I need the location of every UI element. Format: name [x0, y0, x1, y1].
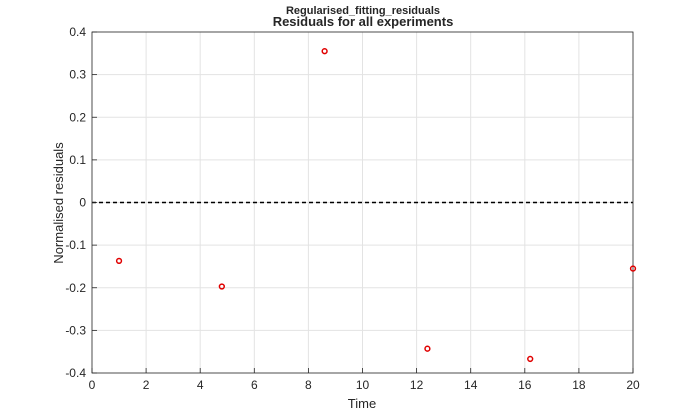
y-tick-label: 0.3	[69, 68, 86, 82]
x-tick-label: 12	[410, 378, 424, 392]
x-axis-ticks: 0 2 4 6 8 10 12 14 16 18 20	[89, 368, 640, 392]
x-tick-label: 20	[626, 378, 640, 392]
y-tick-label: 0.1	[69, 153, 86, 167]
y-axis-ticks: 0.4 0.3 0.2 0.1 0 -0.1 -0.2 -0.3 -0.4	[65, 25, 97, 380]
y-tick-label: 0.2	[69, 110, 86, 124]
data-point	[629, 265, 637, 272]
y-tick-label: -0.3	[65, 323, 86, 337]
y-tick-label: -0.2	[65, 281, 86, 295]
x-tick-label: 6	[251, 378, 258, 392]
chart-title: Residuals for all experiments	[273, 14, 454, 29]
x-tick-label: 16	[518, 378, 532, 392]
y-axis-label: Normalised residuals	[51, 142, 66, 264]
x-tick-label: 0	[89, 378, 96, 392]
y-tick-label: 0.4	[69, 25, 86, 39]
figure-title: Regularised_fitting_residuals	[286, 5, 440, 17]
x-tick-label: 14	[464, 378, 478, 392]
grid-lines	[91, 31, 634, 374]
x-tick-label: 4	[197, 378, 204, 392]
data-point	[321, 48, 328, 55]
x-tick-label: 8	[305, 378, 312, 392]
y-tick-label: -0.4	[65, 366, 86, 380]
data-point	[424, 345, 431, 352]
data-points	[115, 48, 637, 363]
x-tick-label: 18	[572, 378, 586, 392]
data-point	[527, 355, 534, 363]
x-tick-label: 2	[143, 378, 150, 392]
y-tick-label: -0.1	[65, 238, 86, 252]
y-tick-label: 0	[79, 196, 86, 210]
x-axis-label: Time	[348, 396, 376, 411]
data-point	[218, 283, 225, 290]
x-tick-label: 10	[356, 378, 370, 392]
data-point	[115, 257, 123, 265]
